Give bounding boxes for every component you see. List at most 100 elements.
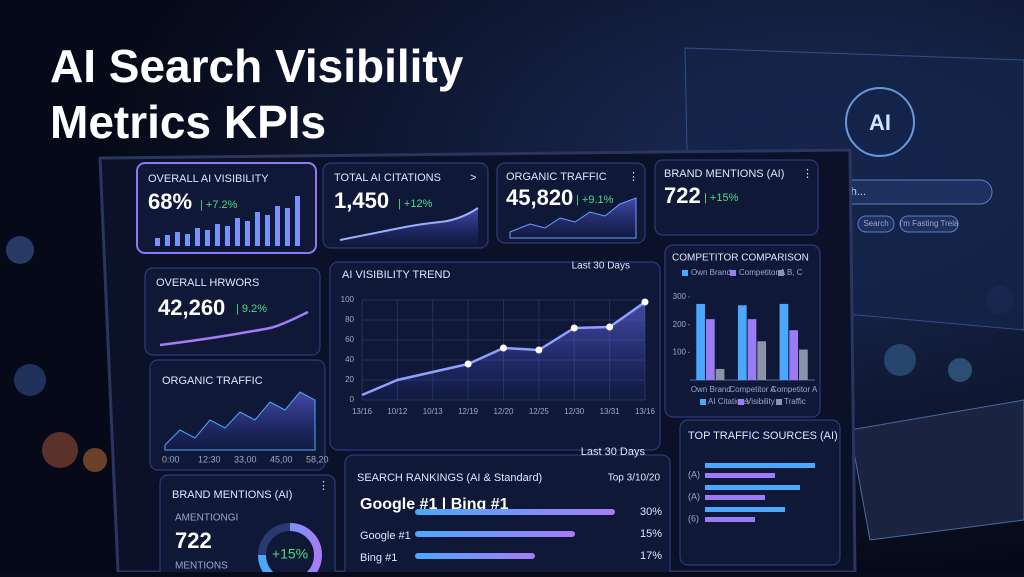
y-tick-label: 100 [341,295,355,304]
x-tick-label: 13/31 [600,407,621,416]
card-foot: MENTIONS [175,561,228,572]
row-name: (6) [688,513,699,523]
sparkline [509,197,637,239]
legend-label: Own Brand [691,268,731,277]
legend-label: Competitor A [739,268,786,277]
card[interactable] [136,162,317,254]
keyboard [849,399,1024,541]
row-bar [705,495,765,500]
card-change: | 9.2% [236,303,267,315]
legend-label: Visibility [746,397,775,406]
card-label: ORGANIC TRAFFIC [506,171,607,183]
point [500,344,507,352]
button[interactable] [899,215,959,233]
card-headline: Google #1 | Bing #1 [360,496,509,513]
x-tick-label: 12/20 [493,407,514,416]
row-bar [705,473,775,478]
row-pct: 30% [640,506,662,518]
button[interactable] [857,215,895,233]
point [641,298,649,306]
sparkbars [155,196,300,246]
point [535,346,543,354]
row-bar [705,485,800,490]
bar [705,319,715,380]
x-tick-label: 12/19 [458,407,479,416]
y-tick-label: 60 [345,335,354,344]
x-tick-label: Competitor A [771,385,818,394]
card[interactable] [159,474,336,577]
y-tick-label: 40 [345,355,354,364]
x-tick-label: 12/30 [564,407,585,416]
bar [747,319,757,380]
row-bar [415,553,535,559]
legend-swatch [700,399,706,405]
row-pct: 15% [640,528,662,540]
row-bar [705,517,755,522]
card[interactable] [144,267,321,356]
card-label: SEARCH RANKINGS (AI & Standard) [357,472,542,484]
bar [789,330,799,380]
card-icon[interactable]: > [470,172,476,184]
sparkline [159,310,309,347]
card-top: Top 3/10/20 [608,473,661,484]
card[interactable] [344,454,671,577]
bar [737,305,747,380]
card-change: | +9.1% [576,194,614,206]
bar [696,303,705,380]
x-tick-label: 12/25 [529,407,550,416]
card-value: 722 [175,528,212,553]
row-pct: 17% [640,550,662,562]
row-name: Google #1 [360,530,411,542]
card-label: BRAND MENTIONS (AI) [664,168,784,180]
point [570,324,578,332]
card-period[interactable]: Last 30 Days [581,446,646,458]
y-tick-label: 80 [345,315,354,324]
legend-swatch [738,399,744,405]
legend-swatch [776,399,782,405]
x-tick-label: Own Brand [691,385,731,394]
legend-label: B, C [787,268,803,277]
card-sub: AMENTIONGI [175,513,238,524]
ai-logo: AI [869,110,891,135]
card-icon[interactable]: ⋮ [628,171,639,183]
card-change: | +12% [398,198,433,210]
card[interactable] [679,419,841,566]
card-value: 42,260 [158,295,225,320]
card[interactable] [654,159,819,236]
card-label: ORGANIC TRAFFIC [162,375,263,387]
x-label: 45,00 [270,454,293,464]
sparkline [339,207,479,241]
legend-swatch [778,270,784,276]
card-icon[interactable]: ⋮ [802,168,813,180]
card-icon[interactable]: ⋮ [318,480,329,492]
row-bar [415,509,615,515]
row-name: (A) [688,491,700,501]
x-label: 0:00 [162,454,180,464]
card-value: 68% [148,189,192,214]
card-label: TOP TRAFFIC SOURCES (AI) [688,430,838,442]
x-label: 33,00 [234,454,257,464]
bar [715,368,725,380]
x-label: 12:30 [198,454,221,464]
page-title: Metrics KPIs [50,96,326,148]
bar [757,341,767,380]
x-tick-label: 10/12 [387,407,408,416]
y-tick-label: 200 [673,320,687,329]
card-value: 1,450 [334,188,389,213]
button-label: I'm Fasting Trela [900,219,959,228]
area-chart [164,391,316,451]
legend-swatch [682,270,688,276]
row-bar [705,507,785,512]
card-label: OVERALL AI VISIBILITY [148,173,269,185]
point [606,323,614,331]
legend-label: Traffic [784,397,806,406]
card-value: 722 [664,183,701,208]
card-change: | +7.2% [200,199,238,211]
x-tick-label: 13/16 [352,407,373,416]
y-tick-label: 0 [350,395,355,404]
y-tick-label: 20 [345,375,354,384]
chart-subtitle[interactable]: Last 30 Days [572,261,630,272]
bar [779,303,789,380]
x-tick-label: 13/16 [635,407,656,416]
